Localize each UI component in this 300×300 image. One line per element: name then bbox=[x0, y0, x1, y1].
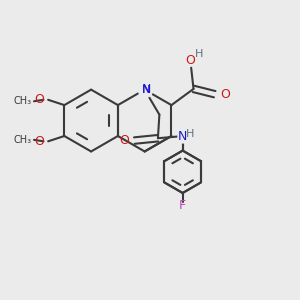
Text: O: O bbox=[119, 134, 129, 147]
Text: H: H bbox=[185, 128, 194, 139]
Text: O: O bbox=[35, 93, 45, 106]
Text: O: O bbox=[185, 54, 195, 67]
Text: N: N bbox=[141, 83, 151, 96]
Text: H: H bbox=[195, 50, 204, 59]
Text: N: N bbox=[178, 130, 187, 143]
Text: O: O bbox=[220, 88, 230, 101]
Text: O: O bbox=[35, 135, 45, 148]
Text: F: F bbox=[179, 200, 186, 212]
Text: N: N bbox=[142, 85, 150, 94]
Text: CH₃: CH₃ bbox=[14, 135, 32, 145]
Text: CH₃: CH₃ bbox=[14, 96, 32, 106]
